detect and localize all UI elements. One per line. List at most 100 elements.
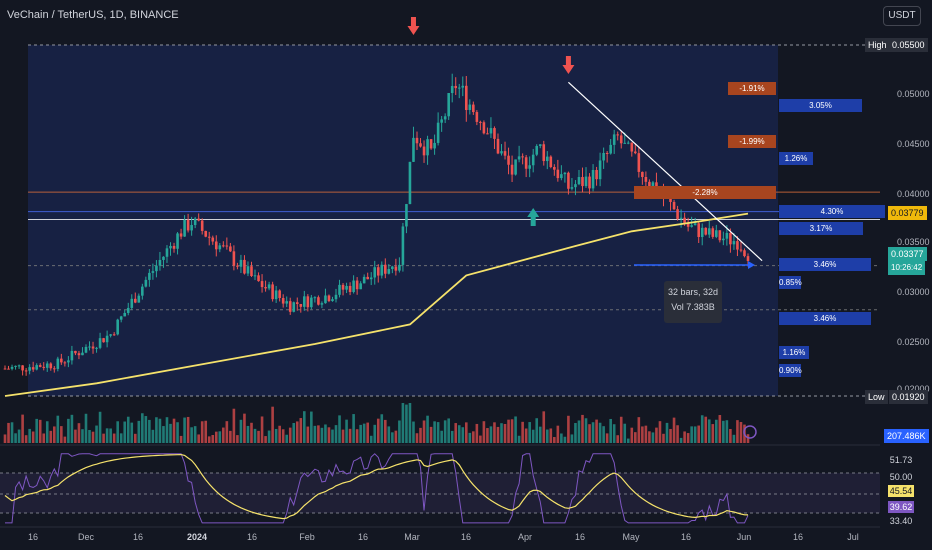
measure-bars-text: 32 bars, 32d [667, 287, 719, 297]
volume-bar [151, 429, 155, 443]
candle-body [394, 266, 398, 271]
candle-body [384, 264, 387, 274]
volume-bar [419, 427, 422, 443]
candle-body [35, 365, 38, 370]
volume-bar [352, 414, 355, 443]
volume-bar [412, 421, 415, 443]
candle-body [24, 370, 28, 372]
candle-body [648, 181, 651, 186]
volume-bar [281, 429, 285, 443]
volume-bar [42, 433, 46, 443]
volume-bar [440, 430, 443, 443]
candle-body [225, 245, 229, 247]
volume-bar [165, 417, 169, 443]
volume-bar [271, 406, 274, 443]
candle-body [630, 142, 634, 152]
candle-body [253, 275, 257, 277]
volume-bar [676, 425, 679, 443]
candle-body [707, 228, 711, 235]
price-label: 0.03500 [897, 237, 930, 247]
candle-body [218, 245, 222, 250]
volume-bar [662, 433, 665, 443]
volume-bar [260, 416, 264, 443]
candle-body [549, 156, 553, 168]
candle-body [84, 346, 88, 353]
rsi-band [0, 473, 880, 513]
candle-body [211, 237, 215, 242]
chart-title: VeChain / TetherUS, 1D, BINANCE [7, 9, 179, 21]
candle-body [102, 338, 105, 343]
volume-bar [493, 422, 496, 443]
candle-body [672, 201, 676, 210]
candle-body [577, 177, 581, 185]
rsi-level-label: 50.00 [889, 472, 913, 482]
candle-body [398, 264, 401, 271]
depth-label: -1.91% [728, 82, 776, 95]
candle-body [327, 295, 331, 302]
currency-button[interactable]: USDT [883, 6, 921, 26]
candle-body [362, 276, 366, 284]
volume-bar [359, 424, 362, 443]
volume-bar [665, 422, 669, 443]
volume-bar [387, 426, 391, 443]
rsi-line [5, 453, 749, 524]
candle-body [7, 368, 10, 370]
candle-body [644, 176, 648, 182]
volume-bar [584, 418, 588, 443]
volume-bar [616, 435, 620, 443]
candle-body [669, 197, 672, 202]
volume-bar [482, 421, 486, 443]
volume-bar [200, 421, 204, 443]
candle-body [493, 128, 496, 139]
candle-body [45, 363, 49, 368]
candle-body [60, 358, 63, 363]
candle-body [464, 85, 468, 111]
date-tick: 16 [460, 532, 472, 542]
volume-bar [415, 433, 419, 443]
depth-label: 4.30% [779, 205, 885, 218]
volume-bar [133, 433, 137, 443]
volume-bar [514, 416, 517, 443]
price-label: 0.02000 [897, 384, 930, 394]
volume-bar [725, 420, 729, 443]
candle-body [141, 286, 144, 296]
volume-bar [545, 429, 549, 443]
volume-bar [729, 429, 732, 443]
candle-body [112, 334, 116, 336]
candle-body [123, 312, 127, 317]
volume-bar [31, 431, 35, 443]
volume-bar [556, 425, 560, 443]
depth-label: -1.99% [728, 135, 776, 148]
candle-body [70, 350, 74, 361]
candle-body [151, 271, 155, 273]
candle-body [162, 256, 165, 260]
volume-bar [384, 419, 387, 443]
volume-bar [739, 422, 743, 443]
measure-volume-text: Vol 7.383B [671, 302, 715, 312]
volume-bar [172, 418, 176, 443]
candle-body [468, 104, 472, 111]
date-tick: 16 [792, 532, 804, 542]
volume-bar [148, 419, 151, 443]
volume-bar [214, 431, 218, 443]
volume-bar [295, 421, 299, 443]
volume-bar [17, 429, 21, 443]
candle-body [725, 232, 729, 239]
volume-bar [10, 422, 14, 443]
candle-body [560, 174, 563, 179]
candle-body [126, 307, 130, 313]
candle-body [281, 297, 285, 304]
volume-bar [517, 435, 521, 443]
candle-body [443, 116, 447, 120]
volume-bar [362, 423, 366, 443]
volume-bar [278, 425, 281, 443]
volume-bar [454, 423, 458, 443]
date-tick: 16 [27, 532, 39, 542]
candle-body [479, 121, 482, 123]
volume-bar [700, 415, 704, 443]
volume-bar [222, 427, 225, 443]
volume-bar [197, 434, 200, 443]
volume-bar [317, 425, 320, 443]
volume-bar [119, 433, 123, 443]
